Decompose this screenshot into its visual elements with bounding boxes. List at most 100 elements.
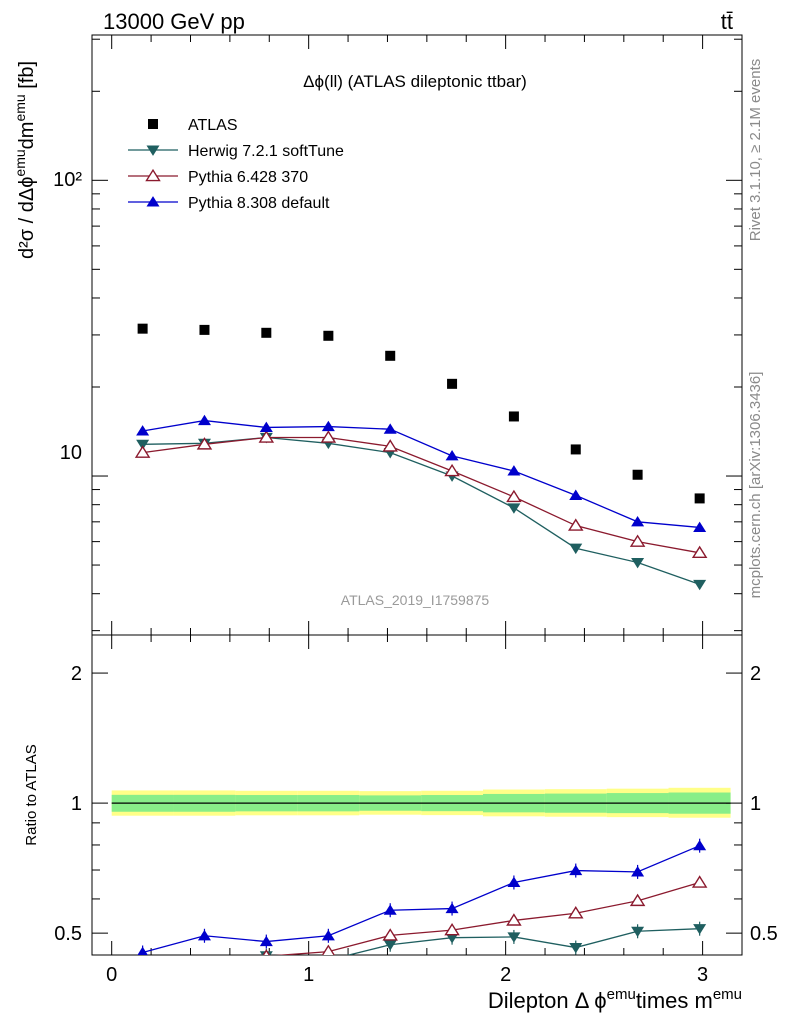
ratio-point-pythia-8-308-default [321, 929, 335, 941]
main-y-label-sup2: emu [12, 94, 28, 121]
point-pythia-6-428-370 [629, 534, 646, 547]
point-herwig-7-2-1-softtune [507, 503, 521, 514]
point-atlas [199, 324, 210, 335]
ratio-line-herwig-7-2-1-softtune [346, 928, 700, 955]
main-y-label-sup: emu [12, 149, 28, 176]
point-atlas [570, 444, 581, 455]
point-atlas [447, 378, 458, 389]
ratio-point-pythia-6-428-370 [691, 875, 708, 888]
main-panel: Δϕ(ll) (ATLAS dileptonic ttbar) ATLAS_20… [12, 34, 743, 636]
ratio-point-pythia-6-428-370 [444, 922, 460, 936]
point-pythia-8-308-default [507, 465, 521, 476]
x-tick-label: 2 [500, 964, 511, 986]
series-line-pythia-8-308-default [142, 419, 700, 529]
legend-item-atlas: ATLAS [148, 117, 238, 134]
point-pythia-8-308-default [693, 521, 707, 533]
ratio-point-pythia-6-428-370 [382, 928, 398, 941]
legend-marker-pythia-8-308-default [146, 196, 160, 207]
x-label-mid: times m [636, 988, 713, 1013]
series-line-pythia-6-428-370 [142, 436, 700, 554]
ratio-y-tick-label-left: 0.5 [54, 923, 82, 945]
point-herwig-7-2-1-softtune [569, 543, 583, 555]
main-axis-ticks [92, 35, 742, 635]
ratio-point-pythia-8-308-default [383, 904, 397, 915]
ratio-point-pythia-6-428-370 [321, 944, 335, 955]
header-energy-label: 13000 GeV pp [103, 9, 245, 34]
ratio-point-pythia-8-308-default [507, 876, 521, 888]
ratio-point-pythia-8-308-default [445, 902, 459, 914]
ratio-line-pythia-6-428-370 [274, 881, 700, 955]
point-pythia-6-428-370 [258, 430, 275, 443]
ratio-point-pythia-8-308-default [197, 929, 211, 941]
ratio-y-tick-label-left: 1 [71, 793, 82, 815]
ratio-point-pythia-6-428-370 [629, 893, 646, 907]
legend-label: ATLAS [188, 117, 238, 134]
x-tick-label: 3 [697, 964, 708, 986]
x-tick-label: 1 [303, 964, 314, 986]
point-pythia-6-428-370 [444, 463, 460, 477]
legend-marker-pythia-6-428-370 [145, 168, 161, 182]
legend-item-herwig-7-2-1-softtune: Herwig 7.2.1 softTune [128, 143, 344, 160]
point-herwig-7-2-1-softtune [631, 557, 645, 569]
legend: ATLAS Herwig 7.2.1 softTune Pythia 6.428 3… [128, 117, 344, 212]
ratio-tick-labels: 0.5 0.5 1 1 2 2 0 1 2 3 [54, 663, 778, 986]
y-tick-label-10: 10 [60, 442, 82, 464]
header-process-label: tt̄ [721, 9, 733, 34]
point-atlas [632, 469, 643, 480]
point-pythia-8-308-default [445, 450, 459, 461]
point-atlas [137, 323, 148, 334]
x-label-sup: emu [607, 986, 636, 1003]
ratio-point-herwig-7-2-1-softtune [322, 956, 335, 966]
x-label-sup2: emu [713, 986, 742, 1003]
ratio-uncertainty-band [111, 787, 731, 818]
ratio-point-pythia-6-428-370 [262, 949, 271, 955]
ratio-point-pythia-8-308-default [693, 839, 707, 851]
point-pythia-8-308-default [631, 515, 645, 527]
point-herwig-7-2-1-softtune [693, 579, 707, 591]
ratio-y-tick-label-right: 1 [750, 793, 761, 815]
point-pythia-6-428-370 [506, 489, 522, 503]
legend-label: Herwig 7.2.1 softTune [188, 143, 344, 160]
legend-marker-atlas [148, 119, 158, 129]
legend-marker-herwig-7-2-1-softtune [146, 145, 160, 156]
ratio-series-group [136, 838, 708, 989]
ratio-point-pythia-6-428-370 [506, 913, 522, 926]
ratio-point-herwig-7-2-1-softtune [383, 940, 397, 951]
ratio-panel-frame [91, 634, 743, 956]
ratio-point-herwig-7-2-1-softtune [569, 943, 583, 954]
ratio-point-herwig-7-2-1-softtune [198, 964, 211, 974]
point-atlas [261, 327, 272, 338]
ratio-series [136, 838, 708, 989]
ratio-line-pythia-8-308-default [142, 845, 700, 954]
x-tick-label: 0 [106, 964, 117, 986]
main-series [134, 323, 708, 591]
point-pythia-8-308-default [259, 421, 273, 432]
main-y-axis-label: d²σ / dΔϕemudmemu [fb] [12, 61, 38, 259]
ratio-point-pythia-8-308-default [569, 864, 583, 876]
ratio-y-tick-label-right: 2 [750, 663, 761, 685]
ratio-point-herwig-7-2-1-softtune [507, 932, 521, 943]
ratio-point-herwig-7-2-1-softtune [445, 933, 459, 944]
point-pythia-8-308-default [136, 425, 150, 436]
ratio-point-herwig-7-2-1-softtune [631, 926, 645, 938]
ratio-point-pythia-8-308-default [631, 866, 645, 877]
main-y-label-main: d²σ / dΔϕ [16, 177, 38, 259]
ratio-point-pythia-6-428-370 [136, 979, 149, 989]
ratio-panel: 0.5 0.5 1 1 2 2 0 1 2 3 Ratio to ATLAS Dilepton Δ… [23, 634, 778, 1013]
point-pythia-6-428-370 [196, 437, 213, 450]
point-atlas [385, 350, 396, 361]
point-pythia-8-308-default [197, 414, 211, 426]
point-atlas [508, 411, 519, 422]
point-pythia-8-308-default [321, 420, 335, 432]
point-atlas [323, 330, 334, 341]
point-atlas [694, 493, 705, 504]
point-pythia-8-308-default [383, 423, 397, 434]
point-pythia-6-428-370 [320, 430, 337, 443]
point-pythia-6-428-370 [382, 439, 398, 452]
legend-label: Pythia 6.428 370 [188, 169, 308, 186]
ratio-point-herwig-7-2-1-softtune [693, 924, 707, 935]
point-herwig-7-2-1-softtune [136, 439, 150, 451]
point-pythia-8-308-default [569, 489, 583, 500]
ratio-point-pythia-6-428-370 [198, 965, 211, 975]
